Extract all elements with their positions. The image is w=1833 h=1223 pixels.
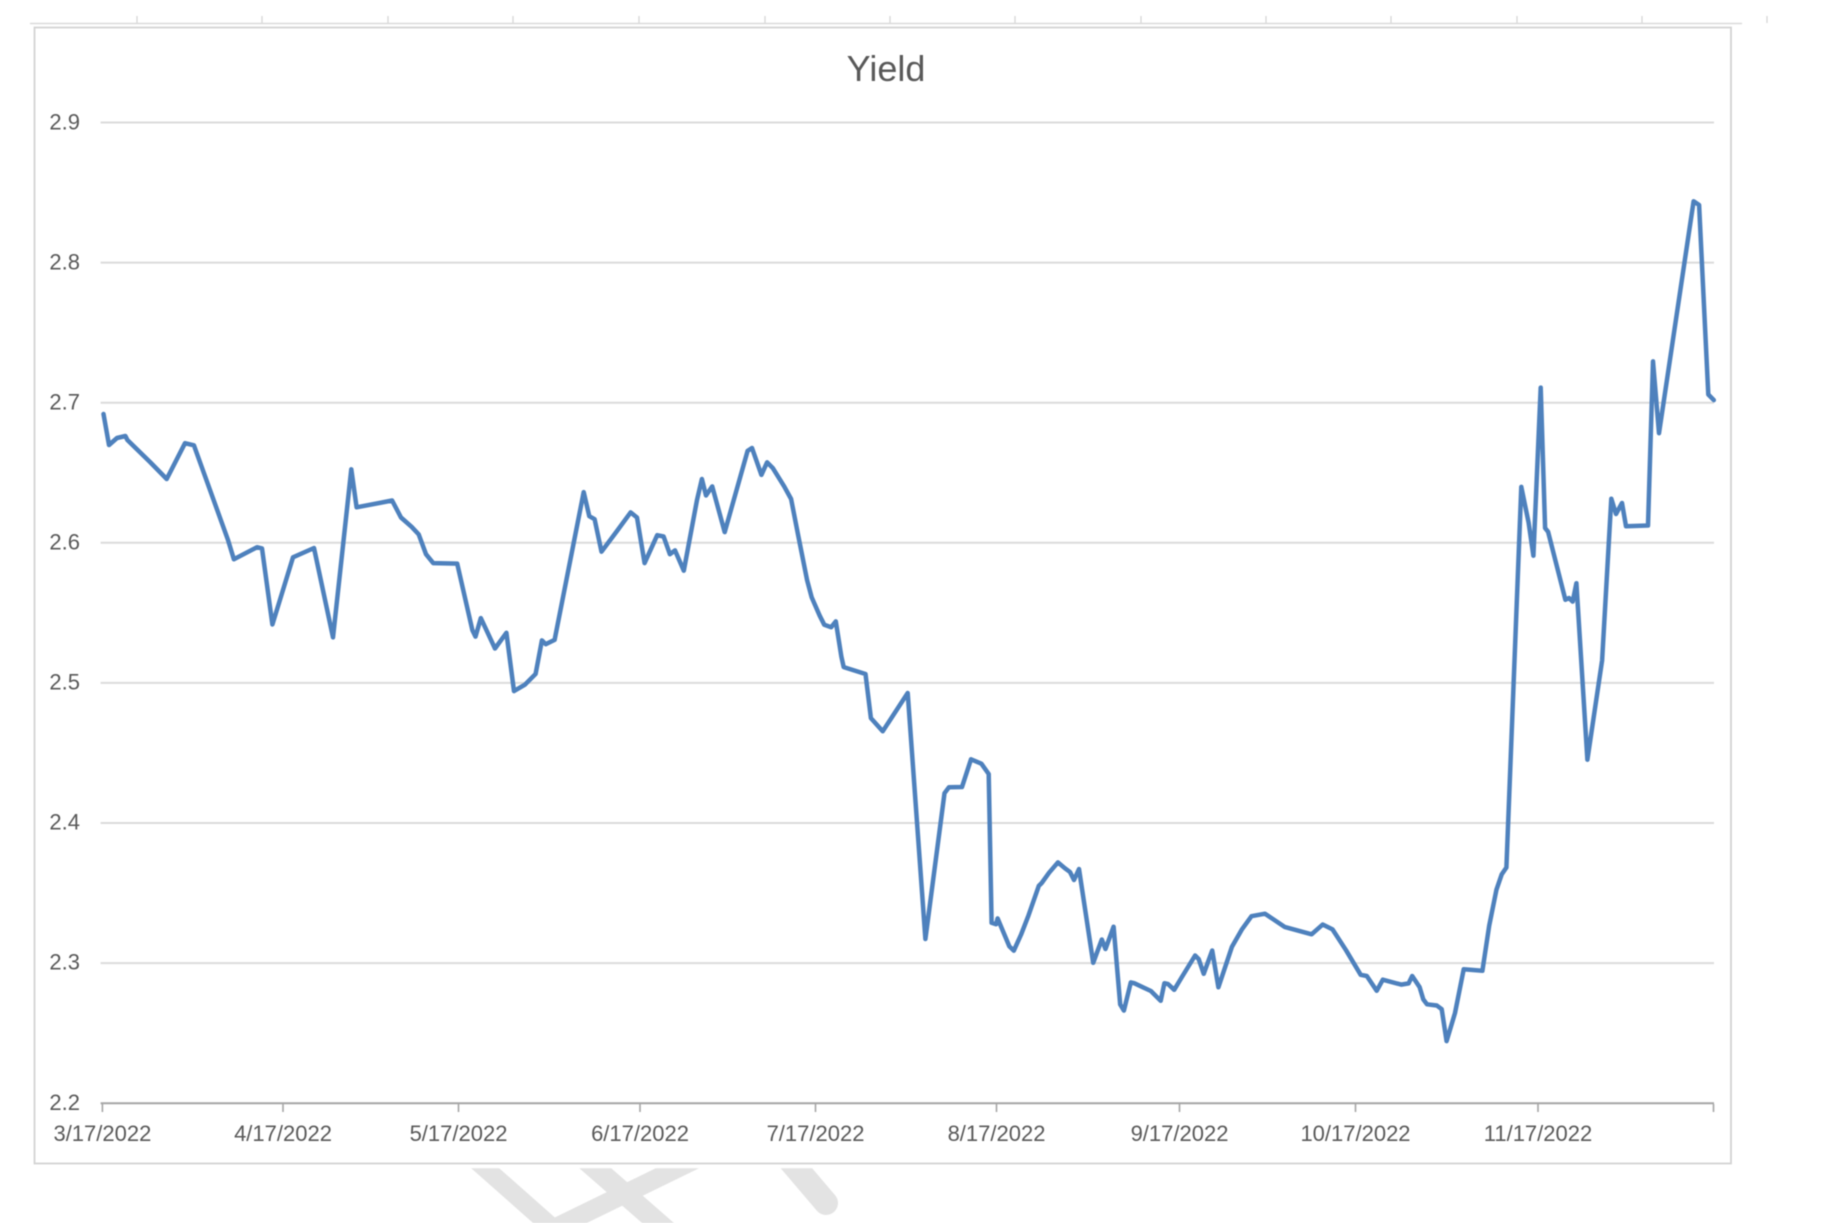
svg-text:2.9: 2.9 <box>49 110 80 135</box>
svg-text:11/17/2022: 11/17/2022 <box>1484 1121 1592 1146</box>
svg-text:9/17/2022: 9/17/2022 <box>1131 1121 1229 1146</box>
svg-text:2.6: 2.6 <box>49 530 80 555</box>
svg-text:7/17/2022: 7/17/2022 <box>767 1121 865 1146</box>
svg-text:2.8: 2.8 <box>49 250 80 275</box>
svg-text:4/17/2022: 4/17/2022 <box>234 1121 332 1146</box>
svg-text:10/17/2022: 10/17/2022 <box>1300 1121 1410 1146</box>
svg-text:3/17/2022: 3/17/2022 <box>53 1121 151 1146</box>
svg-text:5/17/2022: 5/17/2022 <box>410 1121 508 1146</box>
svg-text:2.3: 2.3 <box>49 950 80 975</box>
svg-text:8/17/2022: 8/17/2022 <box>948 1121 1046 1146</box>
svg-text:6/17/2022: 6/17/2022 <box>591 1121 689 1146</box>
svg-text:2.5: 2.5 <box>49 670 80 695</box>
svg-text:2.7: 2.7 <box>49 390 80 415</box>
svg-text:2.2: 2.2 <box>49 1090 80 1115</box>
svg-text:Yield: Yield <box>847 48 926 89</box>
svg-text:2.4: 2.4 <box>49 810 80 835</box>
